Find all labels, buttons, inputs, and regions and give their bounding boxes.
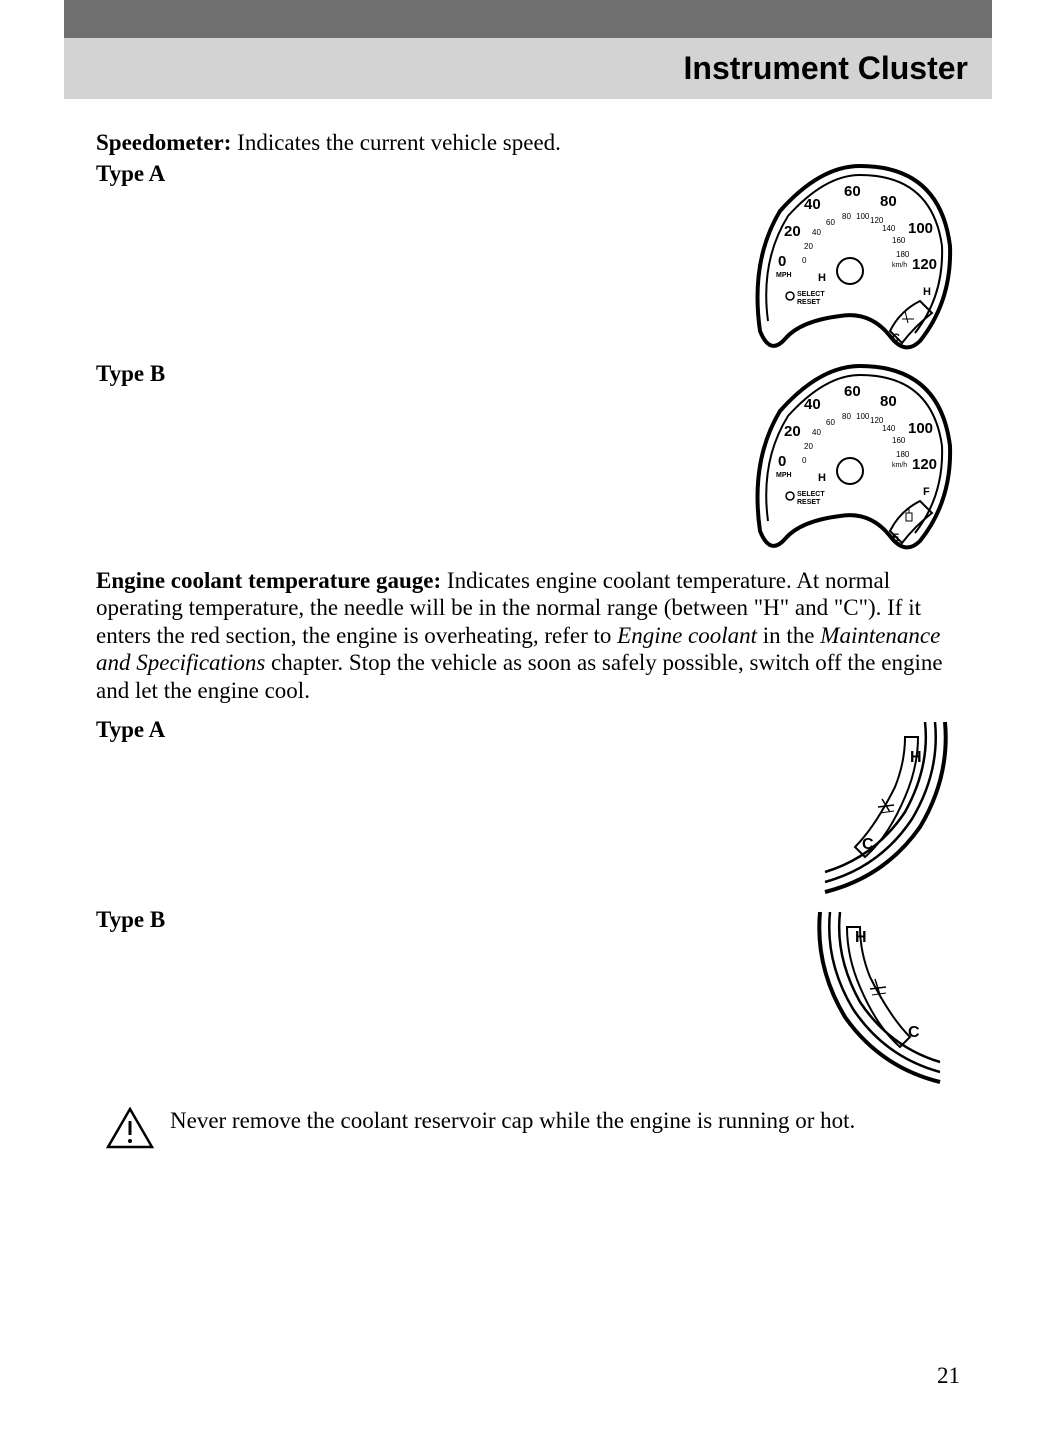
top-decoration-bar — [64, 0, 992, 38]
content-area: Speedometer: Indicates the current vehic… — [0, 99, 1056, 1151]
coolant-desc2: in the — [757, 623, 820, 648]
coolant-label: Engine coolant temperature gauge: — [96, 568, 441, 593]
warning-icon — [106, 1107, 154, 1151]
warning-box: Never remove the coolant reservoir cap w… — [96, 1107, 960, 1151]
warning-text: Never remove the coolant reservoir cap w… — [170, 1107, 960, 1135]
svg-text:RESET: RESET — [797, 299, 821, 306]
speedo-type-a-row: Type A 0 20 40 60 80 100 120 0 20 40 60 … — [96, 161, 960, 351]
svg-text:H: H — [818, 472, 826, 484]
svg-text:80: 80 — [880, 193, 897, 210]
speedo-type-a-label: Type A — [96, 161, 296, 187]
speedo-gauge-a: 0 20 40 60 80 100 120 0 20 40 60 80 100 … — [740, 161, 960, 351]
page-header-title: Instrument Cluster — [684, 50, 968, 86]
svg-text:RESET: RESET — [797, 499, 821, 506]
svg-text:100: 100 — [908, 220, 933, 237]
speedo-gauge-b: 0 20 40 60 80 100 120 0 20 40 60 80 100 … — [740, 361, 960, 551]
svg-text:100: 100 — [908, 420, 933, 437]
svg-text:MPH: MPH — [776, 472, 792, 479]
svg-text:E: E — [892, 532, 899, 544]
svg-text:0: 0 — [778, 253, 786, 270]
svg-text:80: 80 — [880, 393, 897, 410]
svg-text:140: 140 — [882, 424, 896, 433]
coolant-type-a-label: Type A — [96, 717, 296, 743]
svg-text:H: H — [818, 272, 826, 284]
svg-text:H: H — [923, 286, 931, 298]
svg-text:20: 20 — [784, 423, 801, 440]
page-number: 21 — [937, 1363, 960, 1389]
svg-text:140: 140 — [882, 224, 896, 233]
svg-text:H: H — [910, 749, 922, 766]
svg-text:0: 0 — [778, 453, 786, 470]
speedo-type-b-label: Type B — [96, 361, 296, 387]
svg-text:20: 20 — [804, 442, 813, 451]
speedometer-desc: Indicates the current vehicle speed. — [231, 130, 561, 155]
svg-text:160: 160 — [892, 436, 906, 445]
page: Instrument Cluster Speedometer: Indicate… — [0, 0, 1056, 1449]
svg-text:SELECT: SELECT — [797, 491, 825, 498]
svg-text:180: 180 — [896, 250, 910, 259]
svg-text:40: 40 — [804, 396, 821, 413]
svg-text:SELECT: SELECT — [797, 291, 825, 298]
coolant-italic1: Engine coolant — [617, 623, 757, 648]
coolant-type-b-row: Type B H C — [96, 907, 960, 1087]
svg-text:80: 80 — [842, 412, 851, 421]
svg-text:C: C — [908, 1024, 920, 1041]
svg-text:MPH: MPH — [776, 272, 792, 279]
svg-text:C: C — [892, 332, 900, 344]
svg-text:60: 60 — [844, 183, 861, 200]
svg-text:80: 80 — [842, 212, 851, 221]
svg-text:km/h: km/h — [892, 262, 907, 269]
svg-text:C: C — [862, 836, 874, 853]
svg-text:100: 100 — [856, 212, 870, 221]
svg-text:180: 180 — [896, 450, 910, 459]
speedo-type-b-row: Type B 0 20 40 60 80 100 120 0 20 40 60 … — [96, 361, 960, 551]
coolant-paragraph: Engine coolant temperature gauge: Indica… — [96, 567, 960, 705]
svg-text:160: 160 — [892, 236, 906, 245]
svg-text:60: 60 — [826, 418, 835, 427]
svg-text:0: 0 — [802, 456, 807, 465]
svg-text:0: 0 — [802, 256, 807, 265]
coolant-type-a-row: Type A H C — [96, 717, 960, 897]
svg-text:100: 100 — [856, 412, 870, 421]
svg-text:F: F — [923, 486, 930, 498]
svg-text:40: 40 — [812, 428, 821, 437]
svg-text:40: 40 — [804, 196, 821, 213]
svg-text:60: 60 — [826, 218, 835, 227]
svg-text:km/h: km/h — [892, 462, 907, 469]
header-bar: Instrument Cluster — [64, 38, 992, 99]
coolant-gauge-a: H C — [800, 717, 960, 897]
svg-text:H: H — [855, 929, 867, 946]
svg-text:20: 20 — [784, 223, 801, 240]
speedometer-paragraph: Speedometer: Indicates the current vehic… — [96, 129, 960, 157]
coolant-gauge-b: H C — [800, 907, 960, 1087]
coolant-type-b-label: Type B — [96, 907, 296, 933]
svg-text:60: 60 — [844, 383, 861, 400]
svg-text:120: 120 — [912, 456, 937, 473]
svg-text:120: 120 — [912, 256, 937, 273]
svg-text:40: 40 — [812, 228, 821, 237]
svg-text:20: 20 — [804, 242, 813, 251]
speedometer-label: Speedometer: — [96, 130, 231, 155]
